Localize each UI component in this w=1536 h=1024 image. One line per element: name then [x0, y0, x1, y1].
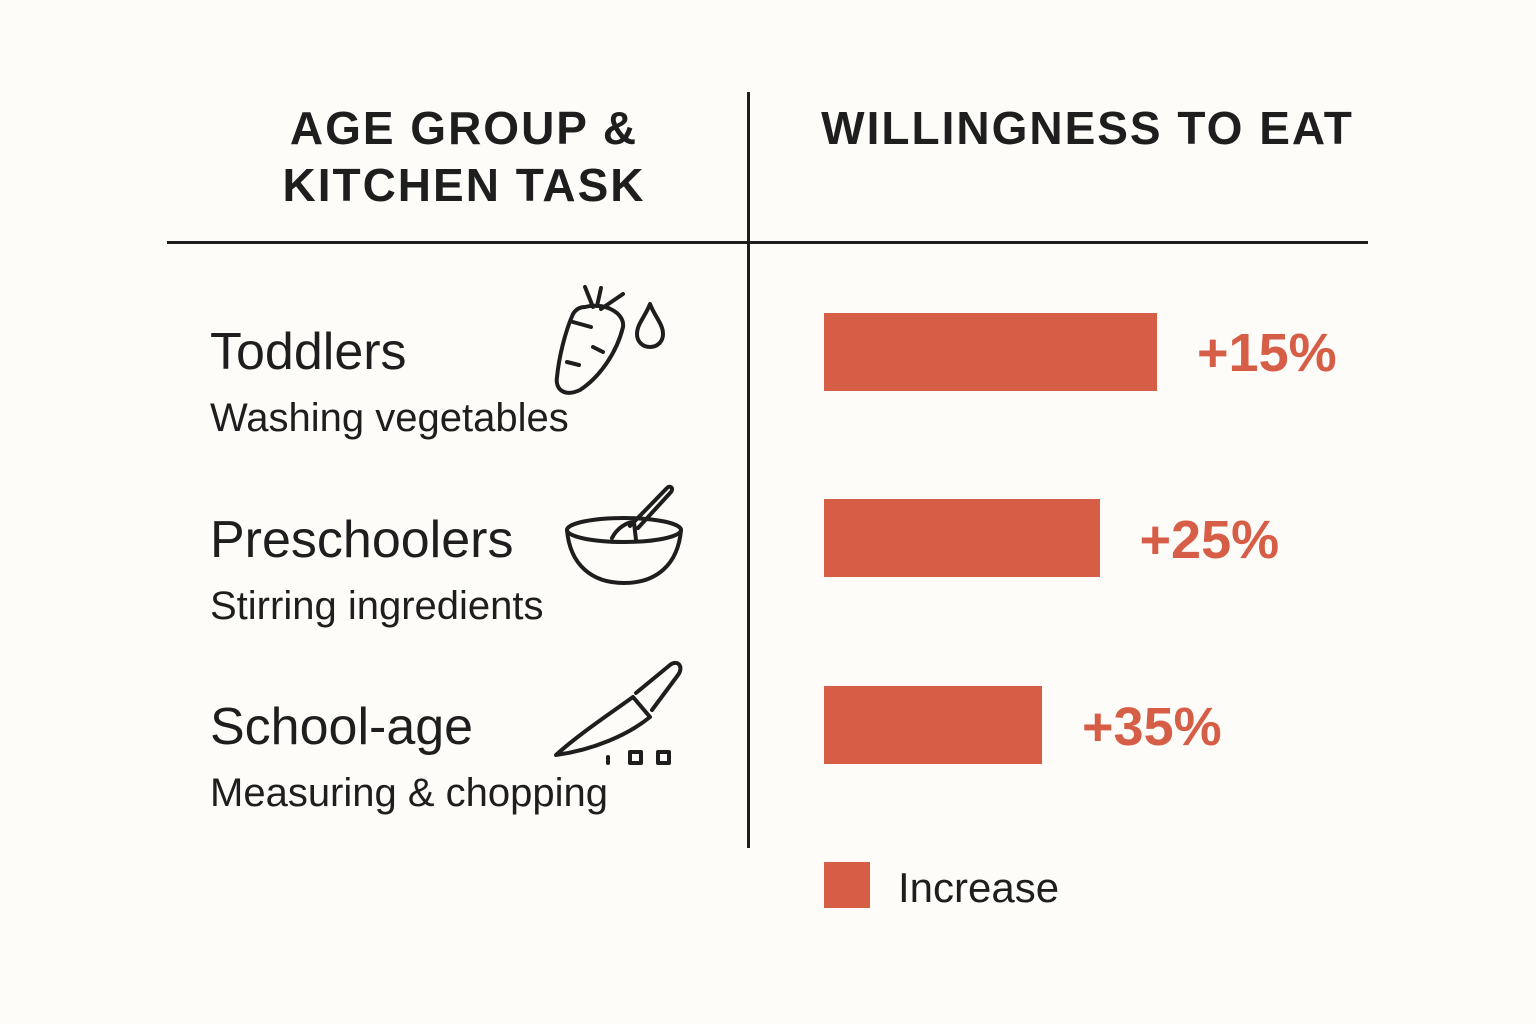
- task-label: Washing vegetables: [210, 396, 569, 440]
- bar-school-age: [824, 686, 1042, 764]
- category-label: School-age: [210, 698, 474, 756]
- mixing-bowl-icon: [565, 484, 683, 585]
- task-label: Stirring ingredients: [210, 584, 544, 628]
- header-left: AGE GROUP & KITCHEN TASK: [282, 102, 646, 211]
- data-label: +15%: [1197, 323, 1337, 383]
- task-label: Measuring & chopping: [210, 771, 609, 815]
- data-label: +35%: [1082, 697, 1222, 757]
- carrot-water-drop-icon: [554, 285, 665, 395]
- knife-icon: [554, 660, 683, 765]
- legend-swatch: [824, 862, 870, 908]
- column-divider: [747, 92, 750, 848]
- bar-preschoolers: [824, 499, 1100, 577]
- bar-toddlers: [824, 313, 1157, 391]
- header-divider: [167, 241, 1368, 244]
- data-label: +25%: [1139, 510, 1280, 570]
- category-label: Toddlers: [210, 323, 407, 381]
- legend-label: Increase: [898, 864, 1060, 911]
- header-right: WILLINGNESS TO EAT: [821, 102, 1354, 154]
- category-label: Preschoolers: [210, 511, 514, 569]
